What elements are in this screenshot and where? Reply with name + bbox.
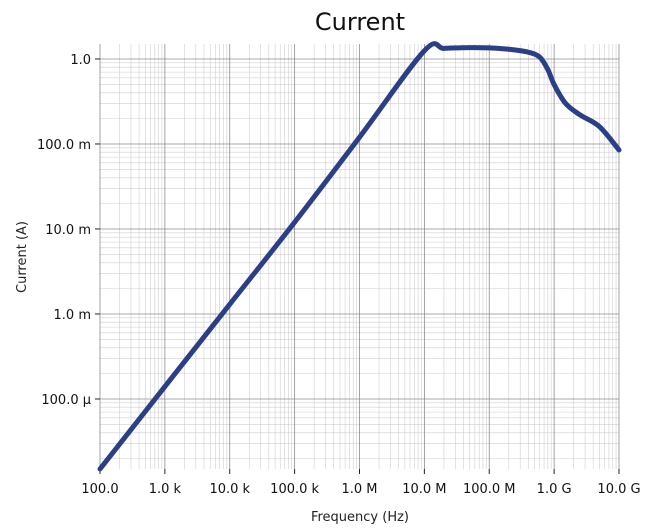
x-tick-label: 10.0 G xyxy=(597,482,640,497)
y-tick-label: 1.0 xyxy=(70,53,91,68)
x-tick-label: 10.0 M xyxy=(402,482,446,497)
x-tick-label: 100.0 k xyxy=(270,482,319,497)
x-tick-label: 100.0 M xyxy=(463,482,516,497)
data-series xyxy=(97,41,622,472)
major-grid xyxy=(99,44,620,469)
y-axis-label: Current (A) xyxy=(15,221,30,293)
y-tick-label: 1.0 m xyxy=(54,308,91,323)
current-series-line xyxy=(97,41,622,472)
chart-title: Current xyxy=(315,8,405,36)
x-tick-label: 1.0 k xyxy=(149,482,182,497)
x-axis-ticks: 100.0 1.0 k 10.0 k 100.0 k 1.0 M 10.0 M 100.0 … xyxy=(81,469,641,497)
x-tick-label: 1.0 G xyxy=(537,482,572,497)
y-tick-label: 100.0 m xyxy=(37,138,91,153)
x-tick-label: 10.0 k xyxy=(209,482,250,497)
x-tick-label: 1.0 M xyxy=(341,482,377,497)
y-axis-ticks: 100.0 µ 1.0 m 10.0 m 100.0 m 1.0 xyxy=(37,53,100,408)
x-axis-label: Frequency (Hz) xyxy=(311,510,409,525)
y-tick-label: 100.0 µ xyxy=(41,393,91,408)
y-tick-label: 10.0 m xyxy=(45,223,91,238)
x-tick-label: 100.0 xyxy=(81,482,118,497)
